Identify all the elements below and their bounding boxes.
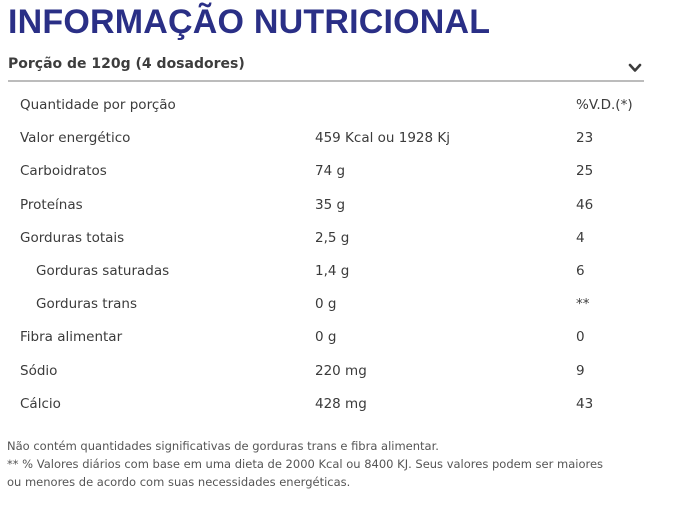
- table-row: Fibra alimentar 0 g 0: [0, 322, 683, 355]
- footnote: Não contém quantidades significativas de…: [7, 439, 439, 453]
- serving-accordion[interactable]: Porção de 120g (4 dosadores): [8, 52, 644, 82]
- nutrient-vd: 46: [576, 196, 594, 213]
- table-header-row: Quantidade por porção %V.D.(*): [0, 90, 683, 123]
- nutrient-amount: 74 g: [315, 163, 346, 180]
- footnotes: Não contém quantidades significativas de…: [7, 437, 607, 491]
- nutrient-amount: 0 g: [315, 329, 337, 346]
- nutrient-name: Gorduras totais: [20, 229, 125, 246]
- nutrient-name: Sódio: [20, 362, 58, 379]
- nutrient-amount: 35 g: [315, 196, 346, 213]
- table-row: Gorduras trans 0 g **: [0, 289, 683, 322]
- table-row: Cálcio 428 mg 43: [0, 389, 683, 422]
- nutrient-amount: 459 Kcal ou 1928 Kj: [315, 130, 451, 147]
- nutrient-amount: 1,4 g: [315, 262, 350, 279]
- chevron-down-icon[interactable]: [628, 60, 642, 74]
- nutrient-vd: 6: [576, 262, 585, 279]
- nutrition-table: Quantidade por porção %V.D.(*) Valor ene…: [0, 90, 683, 422]
- nutrient-amount: 428 mg: [315, 395, 367, 412]
- nutrient-amount: 220 mg: [315, 362, 367, 379]
- nutrient-amount: 2,5 g: [315, 229, 350, 246]
- nutrient-vd: 25: [576, 163, 594, 180]
- nutrient-vd: 43: [576, 395, 594, 412]
- nutrient-vd: 4: [576, 229, 585, 246]
- nutrient-amount: 0 g: [315, 296, 337, 313]
- nutrient-vd: 23: [576, 130, 594, 147]
- nutrient-name: Valor energético: [20, 130, 131, 147]
- header-vd: %V.D.(*): [576, 97, 633, 113]
- header-name: Quantidade por porção: [20, 97, 176, 113]
- footnote: ** % Valores diários com base em uma die…: [7, 457, 604, 489]
- nutrient-name: Fibra alimentar: [20, 329, 123, 346]
- table-row: Carboidratos 74 g 25: [0, 156, 683, 189]
- nutrient-name: Gorduras trans: [36, 296, 138, 313]
- nutrient-vd: **: [576, 296, 590, 313]
- nutrient-vd: 9: [576, 362, 585, 379]
- nutrient-name: Gorduras saturadas: [36, 262, 170, 279]
- table-row: Sódio 220 mg 9: [0, 356, 683, 389]
- serving-size-label: Porção de 120g (4 dosadores): [8, 56, 245, 72]
- table-row: Gorduras saturadas 1,4 g 6: [0, 256, 683, 289]
- table-row: Gorduras totais 2,5 g 4: [0, 223, 683, 256]
- table-row: Valor energético 459 Kcal ou 1928 Kj 23: [0, 123, 683, 156]
- page-title: INFORMAÇÃO NUTRICIONAL: [8, 3, 491, 41]
- nutrient-name: Proteínas: [20, 196, 83, 213]
- nutrient-vd: 0: [576, 329, 585, 346]
- nutrient-name: Carboidratos: [20, 163, 107, 180]
- table-row: Proteínas 35 g 46: [0, 190, 683, 223]
- nutrient-name: Cálcio: [20, 395, 61, 412]
